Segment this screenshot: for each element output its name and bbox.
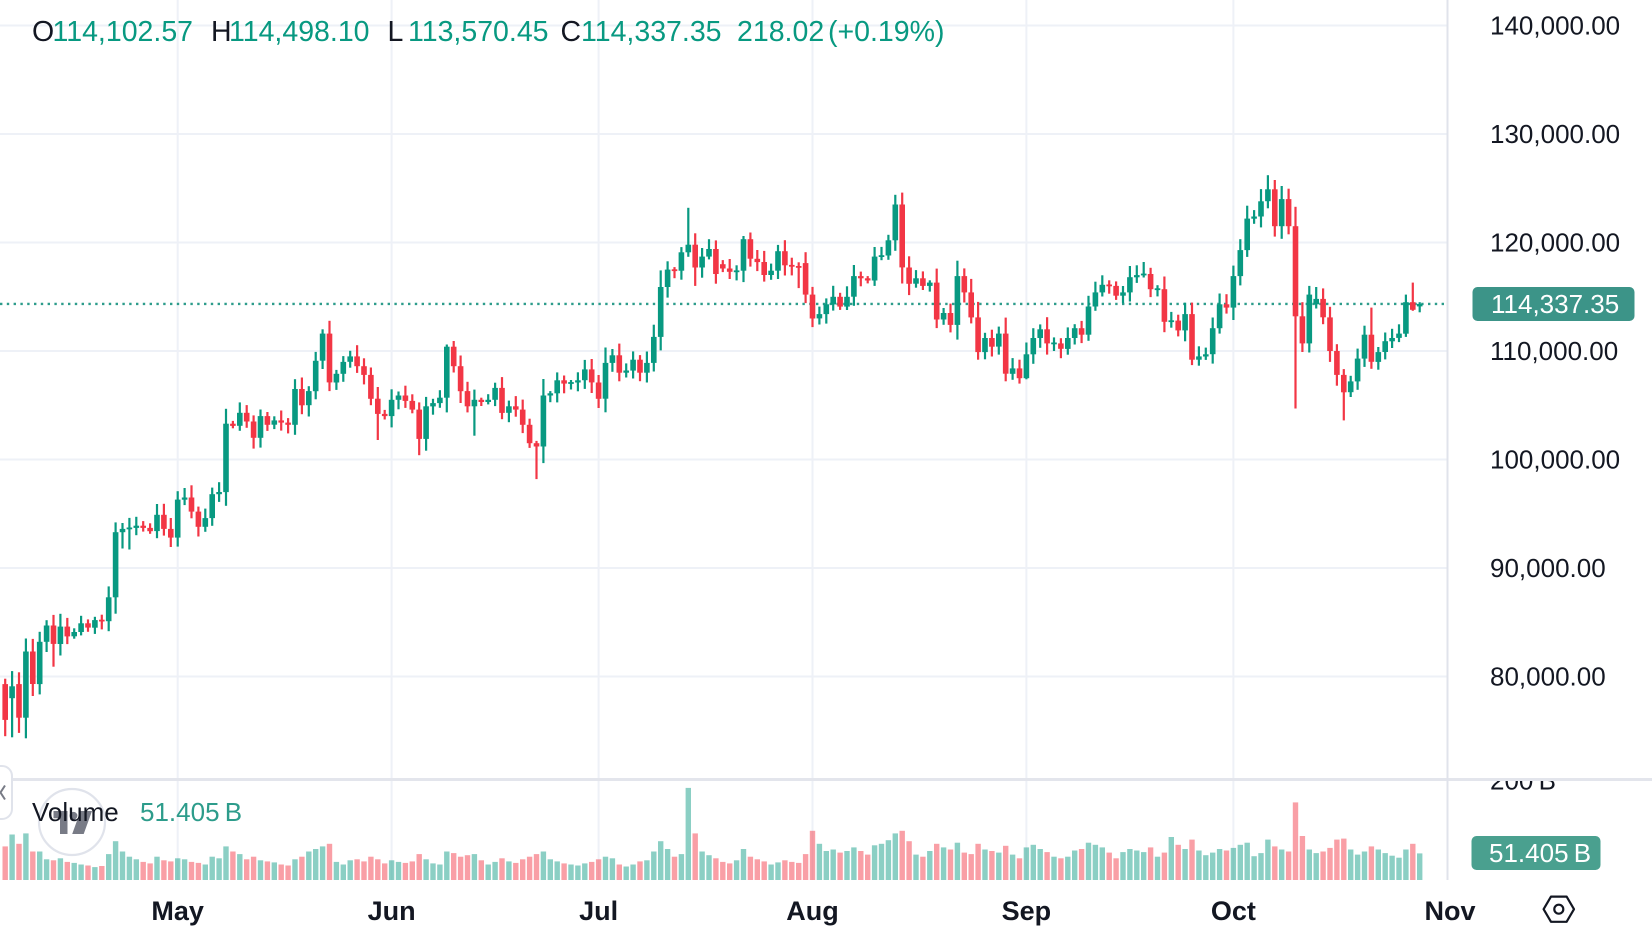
svg-text:130,000.00: 130,000.00	[1490, 119, 1620, 149]
svg-text:Oct: Oct	[1211, 896, 1256, 926]
svg-text:May: May	[151, 896, 204, 926]
svg-text:114,337.35: 114,337.35	[1491, 289, 1619, 319]
svg-text:Jun: Jun	[368, 896, 416, 926]
svg-text:110,000.00: 110,000.00	[1490, 336, 1618, 366]
svg-text:200 B: 200 B	[1490, 766, 1556, 796]
svg-text:80,000.00: 80,000.00	[1490, 662, 1606, 692]
svg-text:90,000.00: 90,000.00	[1490, 553, 1606, 583]
svg-text:120,000.00: 120,000.00	[1490, 228, 1620, 258]
svg-text:Aug: Aug	[786, 896, 838, 926]
svg-text:51.405 B: 51.405 B	[1489, 838, 1591, 868]
svg-text:140,000.00: 140,000.00	[1490, 11, 1620, 41]
svg-text:100,000.00: 100,000.00	[1490, 445, 1620, 475]
svg-text:Jul: Jul	[579, 896, 618, 926]
svg-text:Nov: Nov	[1424, 896, 1475, 926]
svg-text:Sep: Sep	[1002, 896, 1052, 926]
